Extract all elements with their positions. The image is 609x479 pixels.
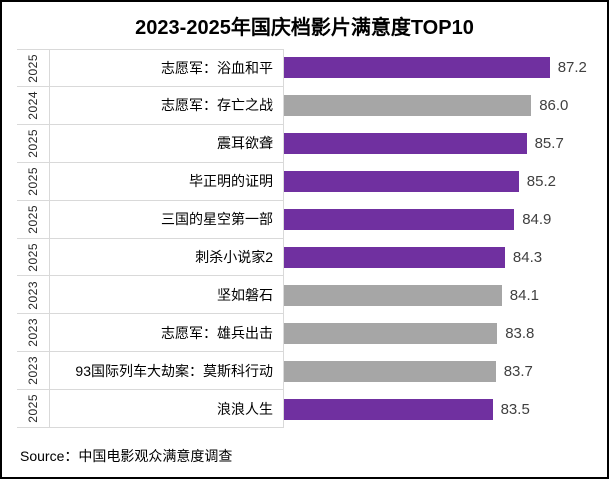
movie-label: 坚如磐石 <box>50 276 284 315</box>
year-label: 2025 <box>26 53 40 83</box>
bar <box>284 209 515 231</box>
bar <box>284 95 532 117</box>
year-cell: 2025 <box>17 390 50 429</box>
bar-track: 84.9 <box>284 201 602 239</box>
chart-title: 2023-2025年国庆档影片满意度TOP10 <box>135 17 474 39</box>
value-label: 83.8 <box>505 324 535 342</box>
value-label: 85.2 <box>526 173 556 191</box>
movie-label: 志愿军：雄兵出击 <box>50 314 284 353</box>
bar-track: 83.5 <box>284 390 602 428</box>
year-label: 2023 <box>26 280 40 310</box>
value-label: 83.5 <box>500 400 530 418</box>
value-label: 84.9 <box>522 211 552 229</box>
year-label: 2025 <box>26 394 40 423</box>
bar <box>284 322 498 344</box>
year-label: 2025 <box>26 242 40 272</box>
year-label: 2023 <box>26 318 40 348</box>
year-label: 2025 <box>26 204 40 234</box>
chart-row: 2025 浪浪人生 83.5 <box>17 390 602 429</box>
bar-track: 83.7 <box>284 352 602 390</box>
value-label: 84.3 <box>512 248 543 266</box>
chart-row: 2025 震耳欲聋 85.7 <box>17 124 602 163</box>
year-cell: 2025 <box>17 238 50 277</box>
bar <box>284 360 496 382</box>
year-cell: 2025 <box>17 162 50 201</box>
year-label: 2024 <box>26 91 40 120</box>
source-note: Source：中国电影观众满意度调查 <box>20 448 233 464</box>
chart-row: 2023 志愿军：雄兵出击 83.8 <box>17 314 602 353</box>
movie-label: 震耳欲聋 <box>50 124 284 163</box>
year-cell: 2025 <box>17 200 50 239</box>
movie-label: 志愿军：存亡之战 <box>50 86 284 125</box>
chart-row: 2023 坚如磐石 84.1 <box>17 276 602 315</box>
bar-track: 83.8 <box>284 314 602 352</box>
bar-track: 84.1 <box>284 276 602 314</box>
year-cell: 2023 <box>17 352 50 391</box>
bar-chart: 2025 志愿军：浴血和平 87.2 2024 志愿军：存亡之战 86.0 20… <box>17 49 602 429</box>
movie-label: 三国的星空第一部 <box>50 200 284 239</box>
chart-row: 2023 93国际列车大劫案：莫斯科行动 83.7 <box>17 352 602 391</box>
bar-track: 85.2 <box>284 163 602 201</box>
chart-row: 2025 刺杀小说家2 84.3 <box>17 238 602 277</box>
year-cell: 2025 <box>17 124 50 163</box>
bar <box>284 57 550 79</box>
value-label: 84.1 <box>509 286 539 304</box>
year-cell: 2024 <box>17 86 50 125</box>
movie-label: 毕正明的证明 <box>50 162 284 201</box>
bar-track: 86.0 <box>284 87 602 125</box>
chart-row: 2025 志愿军：浴血和平 87.2 <box>17 49 602 87</box>
year-cell: 2023 <box>17 314 50 353</box>
year-label: 2025 <box>26 128 40 158</box>
value-label: 87.2 <box>557 59 587 77</box>
bar <box>284 398 493 420</box>
movie-label: 93国际列车大劫案：莫斯科行动 <box>50 352 284 391</box>
chart-row: 2025 毕正明的证明 85.2 <box>17 162 602 201</box>
bar-track: 87.2 <box>284 49 602 87</box>
value-label: 85.7 <box>534 135 564 153</box>
chart-row: 2024 志愿军：存亡之战 86.0 <box>17 86 602 125</box>
movie-label: 浪浪人生 <box>50 390 284 429</box>
year-label: 2025 <box>26 166 40 196</box>
value-label: 83.7 <box>503 362 533 380</box>
year-label: 2023 <box>26 356 40 386</box>
movie-label: 志愿军：浴血和平 <box>50 49 284 87</box>
bar-track: 85.7 <box>284 125 602 163</box>
chart-row: 2025 三国的星空第一部 84.9 <box>17 200 602 239</box>
bar <box>284 246 505 268</box>
bar <box>284 171 519 193</box>
movie-label: 刺杀小说家2 <box>50 238 284 277</box>
bar <box>284 284 502 306</box>
year-cell: 2023 <box>17 276 50 315</box>
year-cell: 2025 <box>17 49 50 87</box>
value-label: 86.0 <box>539 97 569 115</box>
bar-track: 84.3 <box>284 239 602 277</box>
bar <box>284 133 527 155</box>
